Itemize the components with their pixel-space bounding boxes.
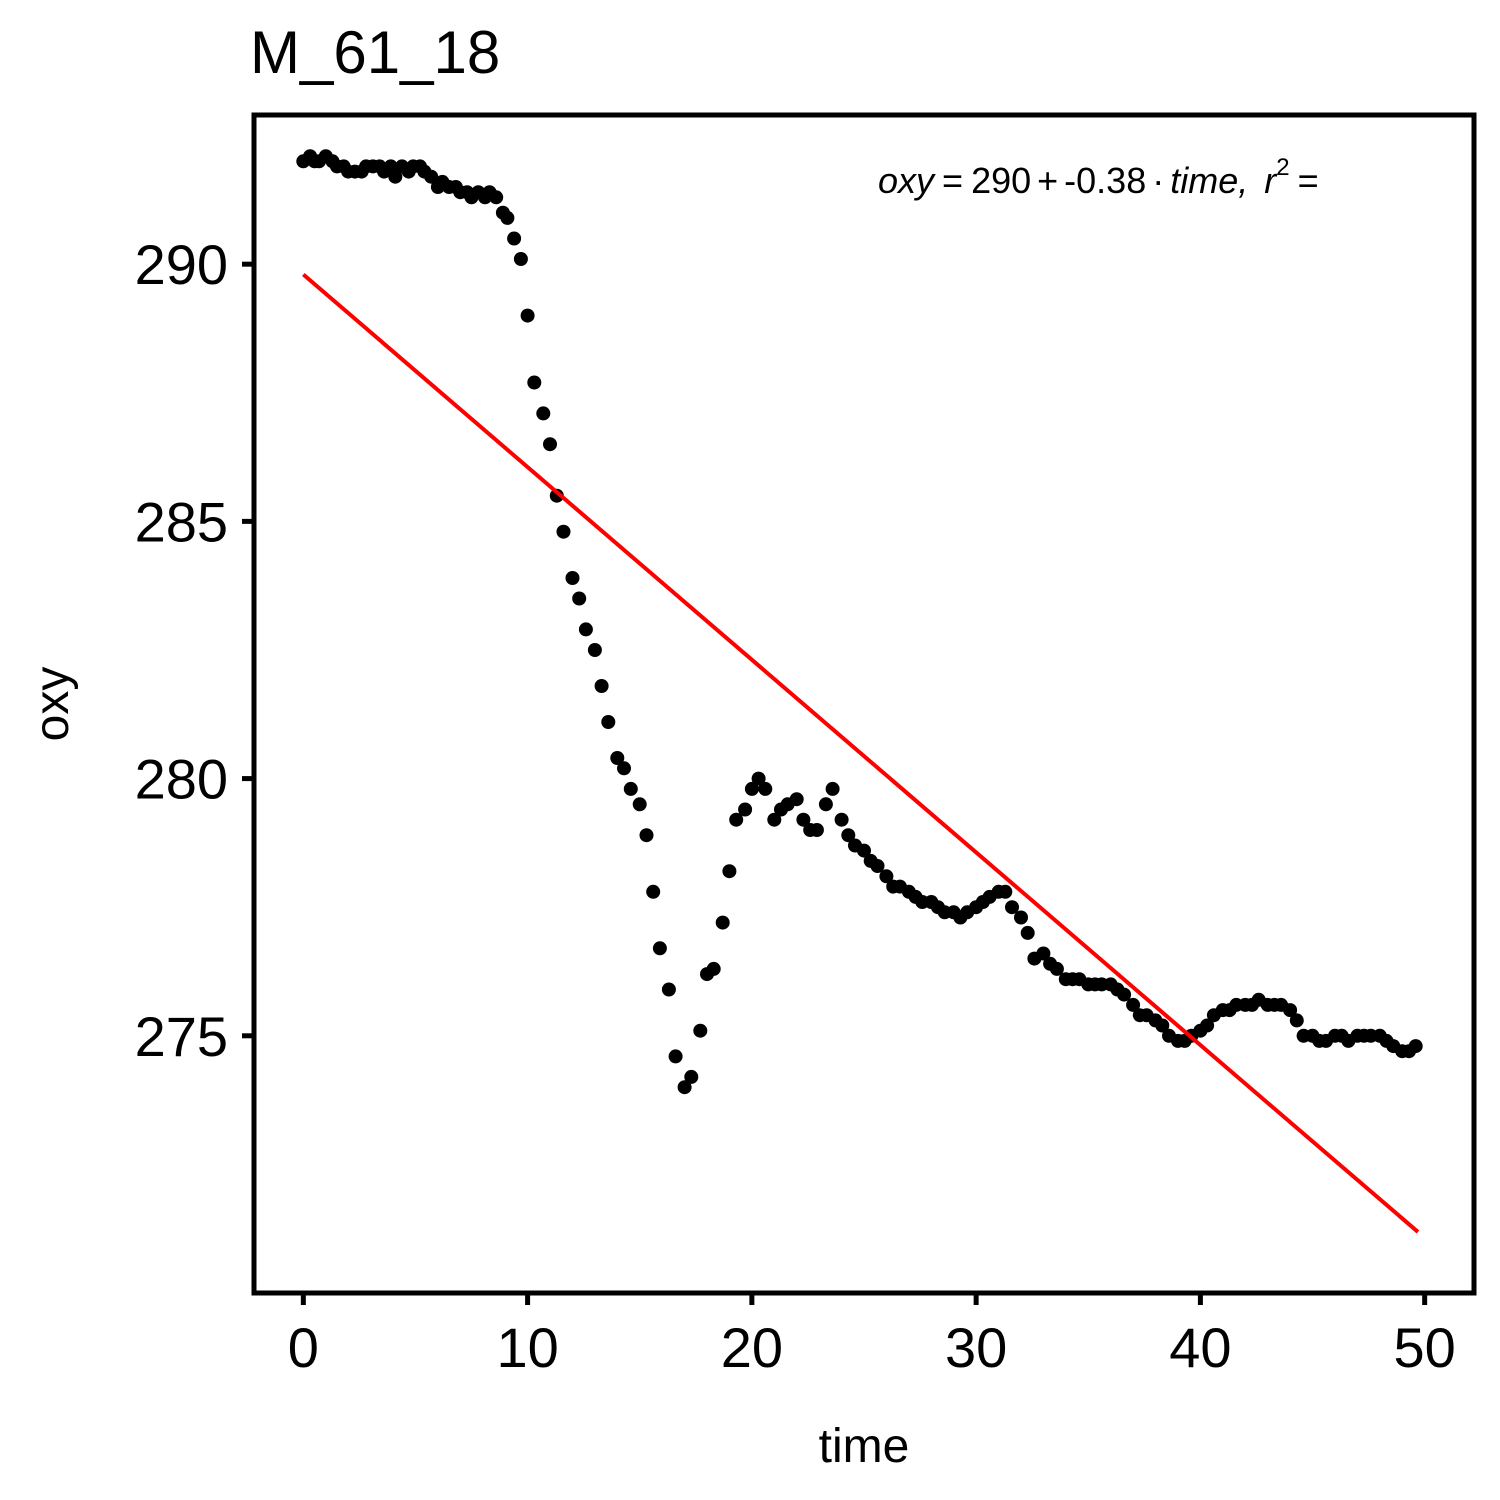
y-tick-label: 290 <box>135 233 228 296</box>
y-tick-label: 275 <box>135 1005 228 1068</box>
data-point <box>796 812 811 827</box>
data-point <box>1049 961 1064 976</box>
data-point <box>513 252 528 266</box>
data-point <box>738 802 753 817</box>
data-point <box>556 524 571 539</box>
eq-x-symbol: time <box>1170 160 1238 201</box>
data-point <box>646 884 661 899</box>
data-point <box>623 781 638 796</box>
x-tick-label: 50 <box>1394 1316 1456 1379</box>
data-point <box>825 781 840 796</box>
data-point <box>1036 946 1051 961</box>
eq-r2-symbol: r <box>1264 160 1278 201</box>
data-point <box>879 869 894 884</box>
data-point <box>870 859 885 873</box>
data-point <box>587 643 602 657</box>
y-axis: 275 280 285 290 <box>135 233 254 1068</box>
data-point <box>706 961 721 976</box>
data-point <box>500 210 515 225</box>
data-point <box>520 308 535 323</box>
data-point <box>489 190 504 205</box>
data-point <box>639 828 654 843</box>
x-tick-label: 10 <box>496 1316 558 1379</box>
data-point <box>715 915 730 930</box>
regression-line <box>302 272 1420 1234</box>
data-point <box>1289 1013 1304 1028</box>
data-point <box>565 571 580 585</box>
data-point <box>693 1023 708 1038</box>
x-tick-label: 20 <box>721 1316 783 1379</box>
data-point <box>1155 1018 1170 1033</box>
data-point <box>388 169 403 184</box>
x-tick-label: 30 <box>945 1316 1007 1379</box>
eq-dot: · <box>1152 160 1164 201</box>
data-point <box>617 761 631 776</box>
eq-slope: -0.38 <box>1064 160 1146 201</box>
data-point <box>661 982 676 997</box>
data-point <box>507 231 522 246</box>
eq-intercept: 290 <box>971 160 1031 201</box>
chart-title: M_61_18 <box>250 19 500 86</box>
data-point <box>578 622 593 637</box>
data-point <box>841 828 856 843</box>
data-point <box>767 812 782 827</box>
eq-equals: = <box>942 160 963 201</box>
data-point <box>632 797 647 812</box>
data-point <box>684 1069 699 1084</box>
data-point <box>1126 997 1141 1012</box>
eq-y-symbol: oxy <box>878 160 936 201</box>
data-point <box>1117 987 1132 1002</box>
data-point <box>729 812 744 827</box>
eq-r2-superscript: 2 <box>1276 154 1289 181</box>
data-point <box>572 591 587 606</box>
x-axis-title: time <box>819 1420 910 1473</box>
x-tick-label: 40 <box>1169 1316 1231 1379</box>
data-point <box>789 792 804 807</box>
data-point <box>601 715 616 729</box>
eq-r2-equals: = <box>1298 160 1319 201</box>
data-point <box>998 884 1013 899</box>
data-point <box>424 169 439 184</box>
data-point <box>857 843 871 858</box>
data-point <box>536 406 551 421</box>
regression-equation: oxy = 290 + -0.38 · time, r2 = <box>878 154 1319 201</box>
data-point <box>543 437 557 452</box>
eq-plus: + <box>1037 160 1058 201</box>
plot-panel-border <box>251 112 1477 1296</box>
data-point <box>1408 1039 1423 1054</box>
data-point <box>751 771 766 786</box>
data-point <box>1005 900 1019 915</box>
y-tick-label: 280 <box>135 748 228 811</box>
data-point <box>834 812 849 827</box>
data-points <box>296 149 1423 1095</box>
y-tick-label: 285 <box>135 490 228 553</box>
data-point <box>610 751 625 765</box>
data-point <box>1200 1018 1215 1033</box>
data-point <box>809 823 824 837</box>
x-tick-label: 0 <box>288 1316 319 1379</box>
data-point <box>527 375 542 390</box>
data-point <box>652 941 667 956</box>
data-point <box>1020 925 1035 940</box>
data-point <box>1014 910 1028 925</box>
x-axis: 0 10 20 30 40 50 <box>288 1293 1456 1379</box>
data-point <box>668 1049 683 1064</box>
eq-comma: , <box>1238 160 1248 201</box>
data-point <box>1283 1003 1298 1018</box>
data-point <box>594 679 609 693</box>
data-point <box>722 864 737 879</box>
data-point <box>549 488 564 503</box>
data-point <box>758 781 773 796</box>
y-axis-title: oxy <box>26 667 79 742</box>
data-point <box>744 781 759 796</box>
data-point <box>677 1080 692 1095</box>
data-point <box>818 797 833 812</box>
